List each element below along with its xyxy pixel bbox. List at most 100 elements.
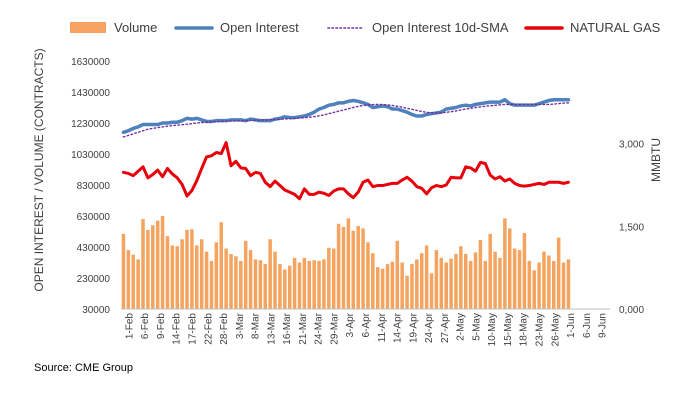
volume-bar (283, 269, 287, 309)
series-line-open-interest-10d-sma (122, 102, 570, 138)
x-tick-label: 13-Mar (266, 312, 277, 344)
volume-bar (361, 228, 365, 309)
volume-bar (278, 264, 282, 309)
volume-bar (537, 262, 541, 309)
volume-bar (317, 260, 321, 309)
volume-bar (297, 262, 302, 309)
volume-bar (175, 246, 179, 309)
y2-tick-label: 3,000 (619, 140, 644, 151)
volume-bar (556, 237, 561, 309)
volume-bar (356, 226, 360, 309)
x-tick-label: 8-Mar (251, 312, 262, 339)
volume-bar (180, 239, 184, 309)
volume-bar (331, 248, 336, 309)
legend: Volume Open Interest Open Interest 10d-SMA… (70, 20, 661, 35)
x-tick-label: 18-May (519, 313, 530, 346)
volume-bar (224, 248, 228, 309)
volume-bar (522, 233, 527, 309)
volume-bar (439, 257, 444, 309)
x-tick-label: 14-Apr (393, 312, 404, 343)
volume-bar (385, 264, 390, 309)
volume-bar (449, 258, 453, 309)
y-tick-label: 230000 (77, 274, 111, 285)
volume-bar (488, 233, 492, 309)
volume-bar (155, 220, 160, 309)
legend-label-3: NATURAL GAS (570, 20, 661, 35)
volume-bar (380, 268, 385, 309)
volume-bar (429, 273, 434, 309)
volume-bar (366, 242, 370, 309)
x-tick-label: 23-May (535, 313, 546, 346)
volume-bar (454, 253, 458, 309)
volume-bar (532, 270, 536, 309)
volume-bar (473, 252, 478, 309)
volume-bar (463, 253, 468, 309)
volume-bar (312, 260, 316, 309)
volume-bar (258, 260, 263, 309)
x-tick-label: 3-Apr (345, 312, 356, 337)
y-axis-secondary: 3,000 1,500 0,000 (619, 140, 644, 316)
source-note: Source: CME Group (34, 362, 134, 374)
volume-bar (195, 245, 199, 309)
volume-bar (371, 253, 375, 309)
legend-label-1: Open Interest (220, 20, 299, 35)
volume-bar (307, 260, 312, 309)
volume-bar (121, 233, 126, 309)
x-tick-label: 26-May (550, 313, 561, 346)
volume-bar (493, 251, 497, 309)
y-tick-label: 630000 (77, 212, 111, 223)
volume-bar (336, 223, 341, 309)
volume-bar (566, 259, 571, 309)
volume-bar (273, 251, 277, 309)
x-tick-label: 2-May (456, 313, 467, 341)
x-tick-label: 15-May (503, 313, 514, 346)
volume-bars (121, 216, 571, 309)
x-tick-label: 6-Jun (582, 313, 593, 338)
x-tick-label: 14-Feb (172, 313, 183, 345)
x-tick-label: 24-Mar (314, 312, 325, 344)
volume-bar (561, 262, 566, 309)
volume-bar (346, 218, 351, 309)
volume-bar (395, 240, 400, 309)
volume-bar (234, 256, 238, 309)
volume-bar (459, 246, 463, 309)
volume-bar (126, 250, 131, 309)
volume-bar (552, 260, 556, 309)
volume-bar (415, 259, 419, 309)
volume-bar (468, 260, 473, 309)
volume-bar (160, 216, 165, 309)
volume-bar (390, 261, 395, 309)
volume-bar (146, 229, 150, 309)
x-tick-label: 6-Apr (361, 312, 372, 337)
legend-label-0: Volume (114, 20, 157, 35)
volume-bar (136, 259, 140, 309)
y2-tick-label: 1,500 (619, 222, 644, 233)
volume-bar (498, 257, 502, 309)
volume-bar (229, 253, 233, 309)
y-tick-label: 1430000 (71, 88, 110, 99)
volume-bar (141, 219, 145, 309)
volume-bar (219, 222, 224, 309)
x-tick-label: 9-Feb (156, 313, 167, 340)
legend-swatch-0 (70, 22, 106, 33)
x-axis: 1-Feb 6-Feb 9-Feb 14-Feb 17-Feb 22-Feb 28-Feb 3… (121, 308, 610, 346)
x-tick-label: 28-Feb (219, 313, 230, 345)
volume-bar (263, 264, 268, 309)
volume-bar (375, 267, 380, 309)
y-tick-label: 30000 (82, 305, 110, 316)
x-tick-label: 1-Jun (566, 313, 577, 338)
volume-bar (204, 251, 209, 309)
y-axis-title: OPEN INTEREST / VOLUME (CONTRACTS) (32, 48, 46, 291)
x-tick-label: 24-Apr (424, 312, 435, 343)
y-tick-label: 1030000 (71, 150, 110, 161)
y-tick-label: 430000 (77, 243, 111, 254)
volume-bar (243, 240, 248, 309)
volume-bar (190, 229, 194, 309)
volume-bar (185, 229, 189, 309)
volume-bar (512, 248, 517, 309)
y-tick-label: 830000 (77, 181, 111, 192)
volume-bar (268, 239, 272, 309)
volume-bar (400, 262, 404, 309)
volume-bar (527, 260, 532, 309)
